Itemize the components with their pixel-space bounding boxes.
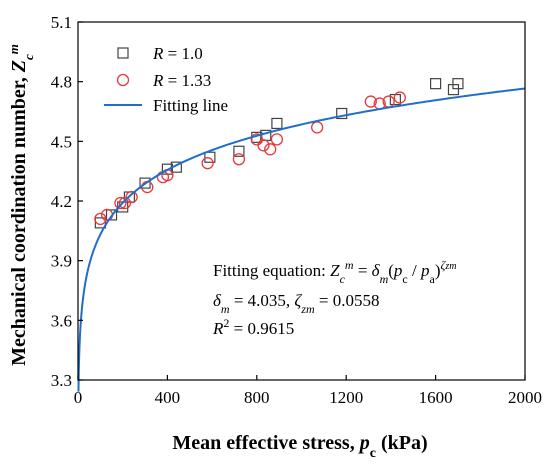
y-axis-title: Mechanical coordination number, Zcm: [6, 44, 36, 366]
data-point-circle: [393, 91, 406, 104]
x-tick-label: 1200: [329, 388, 363, 407]
fitting-line: [77, 87, 526, 392]
data-point-square: [204, 151, 216, 163]
data-point-circle: [257, 139, 270, 152]
y-tick-label: 3.3: [51, 371, 72, 390]
x-tick-label: 1600: [419, 388, 453, 407]
x-tick-label: 2000: [508, 388, 542, 407]
y-tick-label: 5.1: [51, 13, 72, 32]
data-marks: [94, 78, 464, 229]
legend-marker-r133: [116, 73, 130, 87]
data-point-circle: [232, 153, 246, 166]
data-point-circle: [264, 143, 277, 156]
data-point-square: [271, 117, 283, 130]
data-point-square: [105, 209, 118, 221]
y-tick-label: 4.8: [51, 73, 72, 92]
x-axis-title: Mean effective stress, pc (kPa): [172, 432, 427, 461]
plot-frame: [77, 21, 526, 381]
y-tick-label: 3.6: [51, 311, 72, 330]
x-tick-label: 800: [244, 388, 270, 407]
legend-label-r133: R = 1.33: [152, 71, 211, 90]
data-point-square: [139, 177, 151, 189]
legend: R = 1.0 R = 1.33 Fitting line: [104, 44, 228, 115]
data-point-circle: [310, 121, 324, 134]
x-tick-label: 400: [155, 388, 181, 407]
fit-params: δm = 4.035, ζzm = 0.0558: [213, 291, 380, 316]
data-point-circle: [270, 133, 284, 146]
data-point-circle: [125, 190, 138, 204]
y-tick-label: 3.9: [51, 252, 72, 271]
data-point-circle: [114, 196, 127, 210]
legend-label-r1: R = 1.0: [152, 44, 203, 63]
data-point-square: [233, 145, 245, 157]
fit-equation: Fitting equation: Zcm = δm(pc / pa)ζzm: [213, 258, 456, 286]
y-tick-label: 4.2: [51, 192, 72, 211]
y-tick-label: 4.5: [51, 132, 72, 151]
ticks: 0 400 800 1200 1600 2000 3.3 3.6 3.9 4.2 4.5 4.8 5.1: [51, 13, 542, 407]
data-point-square: [452, 78, 464, 90]
data-point-circle: [364, 95, 377, 108]
fit-layer: [77, 87, 526, 392]
data-point-square: [430, 78, 442, 90]
annotation: Fitting equation: Zcm = δm(pc / pa)ζzm δ…: [212, 258, 456, 338]
fit-r2: R2 = 0.9615: [212, 316, 294, 338]
data-point-circle: [94, 212, 107, 226]
x-tick-label: 0: [74, 388, 83, 407]
legend-label-fit: Fitting line: [153, 96, 228, 115]
legend-marker-r1: [117, 47, 129, 59]
data-point-square: [94, 217, 106, 229]
data-point-circle: [201, 157, 214, 170]
data-point-square: [336, 107, 348, 120]
